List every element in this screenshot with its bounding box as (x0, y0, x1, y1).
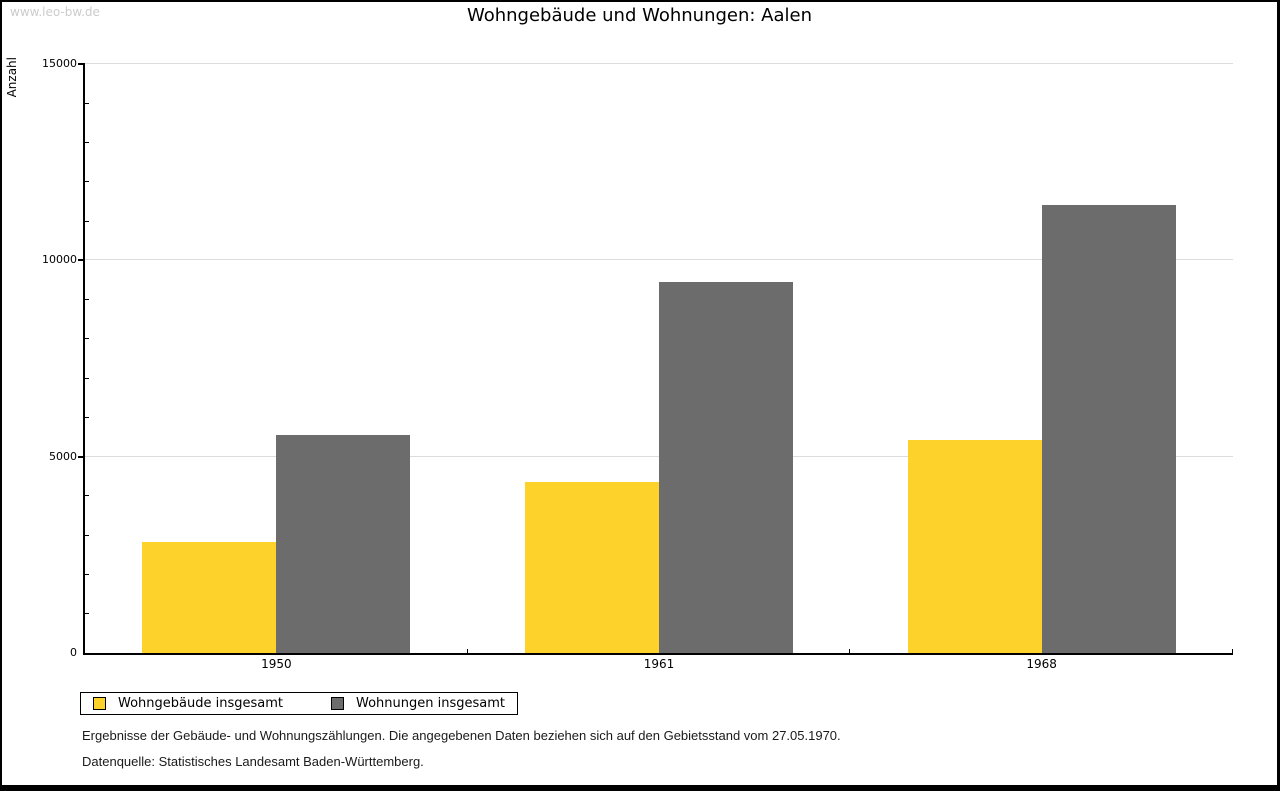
y-minor-tick-2000 (85, 573, 89, 575)
bar-1950-wohnungen (276, 435, 411, 653)
y-minor-tick-7000 (85, 377, 89, 379)
y-minor-tick-6000 (85, 416, 89, 418)
y-minor-tick-1000 (85, 613, 89, 615)
bar-1961-wohnungen (659, 281, 793, 653)
y-minor-tick-13000 (85, 142, 89, 144)
y-minor-tick-12000 (85, 181, 89, 183)
bar-group-1968 (850, 64, 1233, 653)
x-boundary-tick-2 (849, 649, 851, 653)
bar-group-1961 (468, 64, 851, 653)
plot-area: 0 5000 10000 15000 (42, 57, 1233, 659)
x-tick-label-1968: 1968 (1026, 657, 1057, 671)
bar-group-1950 (85, 64, 468, 653)
legend-label-wohnungen: Wohnungen insgesamt (356, 696, 505, 711)
x-axis-labels: 1950 1961 1968 (85, 657, 1233, 671)
chart-title: Wohngebäude und Wohnungen: Aalen (466, 5, 813, 26)
y-minor-tick-11000 (85, 220, 89, 222)
legend-swatch-wohnungen (331, 697, 344, 710)
bar-1950-wohngebäude (142, 541, 277, 653)
bar-1968-wohngebäude (907, 440, 1042, 653)
gridline-15000 (85, 63, 1233, 64)
footnote-line-2: Datenquelle: Statistisches Landesamt Bad… (82, 754, 424, 769)
y-tick-label-15000: 15000 (42, 57, 77, 70)
footnote-line-1: Ergebnisse der Gebäude- und Wohnungszähl… (82, 728, 841, 743)
legend-item-wohngebaeude: Wohngebäude insgesamt (93, 696, 283, 711)
legend: Wohngebäude insgesamt Wohnungen insgesam… (80, 692, 518, 715)
gridline-10000 (85, 259, 1233, 261)
bar-1968-wohnungen (1041, 204, 1176, 653)
y-major-tick-15000 (78, 63, 85, 65)
bar-1961-wohngebäude (525, 481, 659, 653)
x-boundary-tick-1 (466, 649, 468, 653)
y-minor-tick-3000 (85, 534, 89, 536)
y-minor-tick-9000 (85, 299, 89, 301)
y-tick-label-0: 0 (70, 646, 77, 659)
y-major-tick-5000 (78, 455, 85, 458)
y-tick-label-10000: 10000 (42, 253, 77, 267)
legend-label-wohngebaeude: Wohngebäude insgesamt (118, 696, 283, 711)
y-axis-title: Anzahl (5, 57, 19, 98)
watermark: www.leo-bw.de (10, 5, 100, 19)
y-tick-label-5000: 5000 (49, 449, 77, 463)
y-minor-tick-14000 (85, 102, 89, 104)
x-boundary-tick-3 (1232, 649, 1233, 653)
bar-groups (85, 64, 1233, 653)
legend-item-wohnungen: Wohnungen insgesamt (331, 696, 505, 711)
x-tick-label-1950: 1950 (261, 657, 292, 671)
y-major-tick-10000 (78, 259, 85, 262)
legend-swatch-wohngebaeude (93, 697, 106, 710)
y-minor-tick-8000 (85, 338, 89, 340)
x-tick-label-1961: 1961 (643, 657, 675, 671)
y-minor-tick-4000 (85, 495, 89, 497)
